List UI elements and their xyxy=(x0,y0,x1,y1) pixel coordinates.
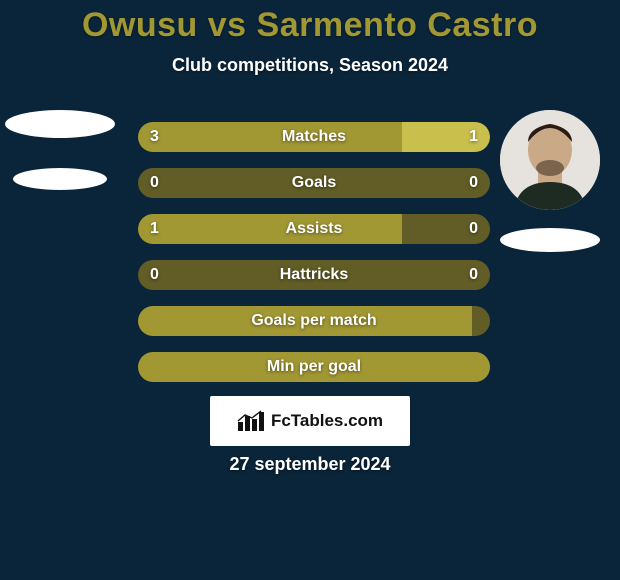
bar-fill-left xyxy=(138,214,402,244)
bars-icon xyxy=(237,410,265,432)
bar-fill-left xyxy=(138,306,472,336)
bar-fill-left xyxy=(138,352,490,382)
stat-bars: 31Matches00Goals10Assists00HattricksGoal… xyxy=(138,122,490,398)
stat-row: 0 0Hattricks xyxy=(138,260,490,290)
player-left xyxy=(0,110,120,190)
bar-label: Goals xyxy=(138,168,490,198)
stat-row: Min per goal xyxy=(138,352,490,382)
avatar-right xyxy=(500,110,600,210)
bar-value-right: 0 xyxy=(469,168,478,198)
bar-fill-left xyxy=(138,122,402,152)
footer-date: 27 september 2024 xyxy=(0,454,620,475)
bar-fill-right xyxy=(402,122,490,152)
bar-value-right: 0 xyxy=(469,214,478,244)
stat-row: 31Matches xyxy=(138,122,490,152)
stat-row: 10Assists xyxy=(138,214,490,244)
bar-value-left: 0 xyxy=(150,260,159,290)
avatar-right-svg xyxy=(500,110,600,210)
brand-text: FcTables.com xyxy=(271,411,383,431)
player-right xyxy=(490,110,610,252)
stat-row: Goals per match xyxy=(138,306,490,336)
team-placeholder-left xyxy=(13,168,107,190)
brand-badge: FcTables.com xyxy=(210,396,410,446)
stat-row: 0 0Goals xyxy=(138,168,490,198)
bar-value-left: 0 xyxy=(150,168,159,198)
subtitle: Club competitions, Season 2024 xyxy=(0,55,620,76)
bar-value-right: 0 xyxy=(469,260,478,290)
team-placeholder-right xyxy=(500,228,600,252)
bar-label: Hattricks xyxy=(138,260,490,290)
page-title: Owusu vs Sarmento Castro xyxy=(0,0,620,45)
avatar-placeholder-left xyxy=(5,110,115,138)
infographic-root: Owusu vs Sarmento Castro Club competitio… xyxy=(0,0,620,580)
